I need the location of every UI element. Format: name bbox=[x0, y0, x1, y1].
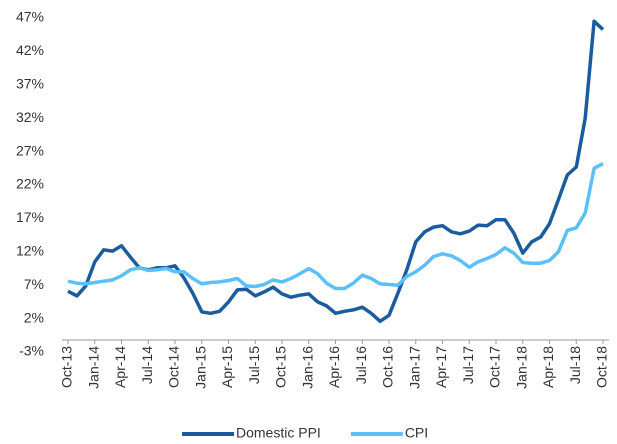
x-tick-label: Jan-18 bbox=[513, 346, 529, 389]
y-tick-label: 17% bbox=[16, 209, 44, 225]
x-tick-label: Jan-16 bbox=[299, 346, 315, 389]
y-tick-label: 7% bbox=[24, 276, 44, 292]
x-tick-label: Apr-14 bbox=[112, 346, 128, 388]
x-tick-label: Oct-18 bbox=[594, 346, 610, 388]
x-tick-label: Jan-15 bbox=[192, 346, 208, 389]
x-tick-label: Jul-15 bbox=[246, 346, 262, 384]
x-tick-label: Oct-17 bbox=[487, 346, 503, 388]
legend-label: CPI bbox=[405, 425, 428, 441]
x-tick-label: Jul-17 bbox=[460, 346, 476, 384]
y-tick-label: 2% bbox=[24, 309, 44, 325]
x-tick-label: Jul-16 bbox=[353, 346, 369, 384]
series-line bbox=[67, 19, 605, 324]
y-tick-label: 47% bbox=[16, 9, 44, 25]
x-tick-label: Oct-14 bbox=[166, 346, 182, 388]
x-tick-label: Apr-17 bbox=[433, 346, 449, 388]
x-tick-label: Apr-16 bbox=[326, 346, 342, 388]
x-tick-label: Apr-15 bbox=[219, 346, 235, 388]
x-tick-label: Jul-18 bbox=[567, 346, 583, 384]
y-tick-label: 27% bbox=[16, 142, 44, 158]
x-tick-label: Apr-18 bbox=[540, 346, 556, 388]
y-tick-label: 22% bbox=[16, 176, 44, 192]
y-tick-label: 42% bbox=[16, 42, 44, 58]
x-tick-label: Jan-17 bbox=[406, 346, 422, 389]
y-tick-label: 32% bbox=[16, 109, 44, 125]
y-tick-label: 12% bbox=[16, 243, 44, 259]
series-line bbox=[67, 162, 604, 291]
x-tick-label: Jul-14 bbox=[139, 346, 155, 384]
x-tick-label: Oct-15 bbox=[273, 346, 289, 388]
x-tick-label: Jan-14 bbox=[85, 346, 101, 389]
x-tick-label: Oct-13 bbox=[59, 346, 75, 388]
y-tick-label: -3% bbox=[19, 343, 44, 359]
legend-label: Domestic PPI bbox=[236, 425, 321, 441]
x-tick-label: Oct-16 bbox=[380, 346, 396, 388]
y-tick-label: 37% bbox=[16, 76, 44, 92]
